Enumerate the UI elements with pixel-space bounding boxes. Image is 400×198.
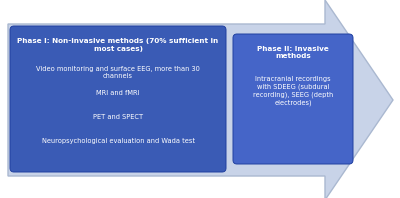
Text: MRI and fMRI: MRI and fMRI [96, 90, 140, 96]
Text: Video monitoring and surface EEG, more than 30
channels: Video monitoring and surface EEG, more t… [36, 66, 200, 79]
FancyBboxPatch shape [233, 34, 353, 164]
Text: Phase II: Invasive
methods: Phase II: Invasive methods [257, 46, 329, 60]
Text: Phase I: Non-invasive methods (70% sufficient in
most cases): Phase I: Non-invasive methods (70% suffi… [17, 38, 219, 51]
Text: Neuropsychological evaluation and Wada test: Neuropsychological evaluation and Wada t… [42, 138, 194, 144]
Text: PET and SPECT: PET and SPECT [93, 114, 143, 120]
Text: Intracranial recordings
with SDEEG (subdural
recording), SEEG (depth
electrodes): Intracranial recordings with SDEEG (subd… [253, 76, 333, 106]
FancyBboxPatch shape [10, 26, 226, 172]
Polygon shape [8, 0, 393, 198]
